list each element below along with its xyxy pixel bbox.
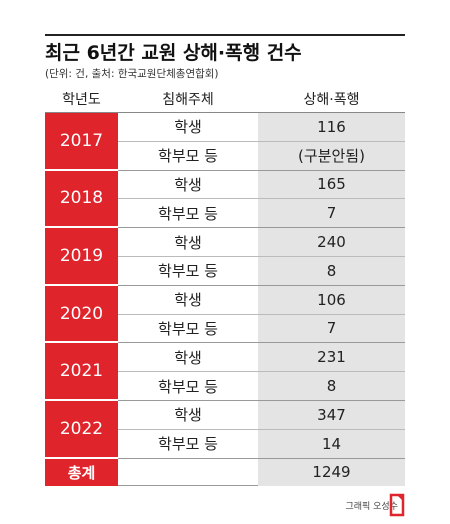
subject-cell: 학생 [118,113,258,142]
count-cell: 8 [258,257,405,286]
column-header: 학년도 [62,92,101,108]
year-cell: 2018 [45,170,118,229]
subject-cell: 학부모 등 [118,430,258,459]
total-label: 총계 [45,458,118,486]
subject-cell: 학생 [118,228,258,257]
subject-cell: 학생 [118,171,258,200]
credit: 그래픽 오성수 [345,501,398,512]
year-cell: 2021 [45,343,118,401]
subject-cell: 학부모 등 [118,199,258,229]
count-cell: 7 [258,314,405,344]
count-cell: 240 [258,228,405,257]
subject-cell: 학부모 등 [118,142,258,171]
subtitle: (단위: 건, 출처: 한국교원단체총연합회) [45,67,219,80]
count-cell: 7 [258,199,405,229]
count-cell: 116 [258,113,405,142]
count-cell: 8 [258,372,405,401]
subject-cell: 학생 [118,286,258,315]
total-empty [118,459,258,486]
subject-cell: 학생 [118,401,258,430]
column-header: 상해·폭행 [303,92,360,108]
count-cell: 165 [258,170,405,200]
year-cell: 2022 [45,401,118,459]
subject-cell: 학부모 등 [118,257,258,286]
subject-cell: 학부모 등 [118,372,258,401]
year-cell: 2020 [45,285,118,344]
subject-cell: 학생 [118,343,258,373]
year-cell: 2017 [45,113,118,171]
count-cell: (구분안됨) [258,141,405,171]
count-cell: 231 [258,343,405,373]
header-rule [45,112,405,113]
year-cell: 2019 [45,228,118,286]
total-count: 1249 [258,458,405,486]
title: 최근 6년간 교원 상해·폭행 건수 [45,41,302,64]
count-cell: 14 [258,429,405,459]
top-rule [45,34,405,36]
count-cell: 347 [258,401,405,430]
subject-cell: 학부모 등 [118,315,258,344]
logo-icon [389,493,405,517]
column-header: 침해주체 [162,92,214,108]
count-cell: 106 [258,285,405,315]
